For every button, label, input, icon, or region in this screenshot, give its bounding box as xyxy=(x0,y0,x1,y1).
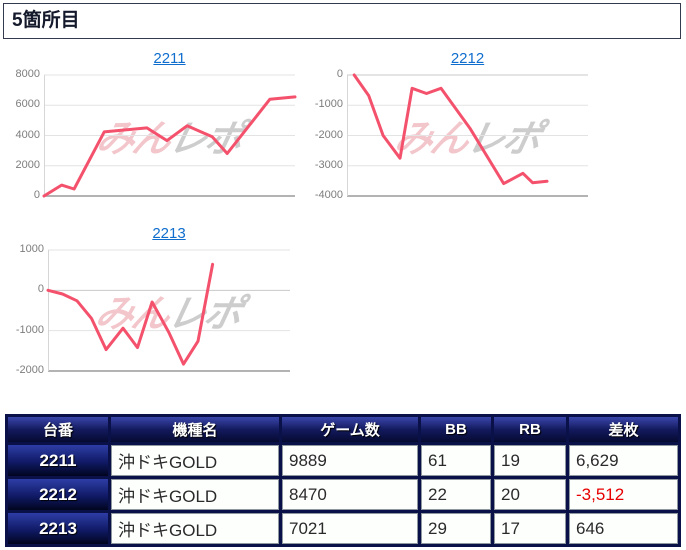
line-chart-2213: みんレポ 1000 0 -1000 -2000 xyxy=(16,243,290,376)
bb-cell: 29 xyxy=(421,513,491,544)
machine-link-2211[interactable]: 2211 xyxy=(153,50,186,67)
col-header-machine-name: 機種名 xyxy=(111,417,279,442)
game-count-cell: 7021 xyxy=(282,513,418,544)
diff-coins-cell: 6,629 xyxy=(569,445,678,476)
table-header-row: 台番 機種名 ゲーム数 BB RB 差枚 xyxy=(8,417,678,442)
chart-title-2213: 2213 xyxy=(48,225,290,245)
machine-link-2213[interactable]: 2213 xyxy=(152,225,186,242)
y-axis-tick-label: 0 xyxy=(336,68,343,80)
y-axis-tick-label: -4000 xyxy=(314,189,343,201)
machine-number-cell: 2213 xyxy=(8,513,108,544)
rb-cell: 20 xyxy=(494,479,566,510)
chart-block-2211: 2211 みんレポ 8000 6000 4000 2000 0 xyxy=(16,50,297,201)
y-axis-tick-label: -3000 xyxy=(314,158,343,171)
y-axis-tick-label: -2000 xyxy=(15,364,44,376)
table-row: 2212 沖ドキGOLD 8470 22 20 -3,512 xyxy=(8,479,678,510)
page-title: 5箇所目 xyxy=(3,3,681,39)
y-axis-tick-label: -2000 xyxy=(314,128,343,141)
game-count-cell: 8470 xyxy=(282,479,418,510)
results-table: 台番 機種名 ゲーム数 BB RB 差枚 2211 沖ドキGOLD 9889 6… xyxy=(5,414,681,547)
y-axis-tick-label: 6000 xyxy=(15,98,40,111)
col-header-machine-number: 台番 xyxy=(8,417,108,442)
table-row: 2213 沖ドキGOLD 7021 29 17 646 xyxy=(8,513,678,544)
y-axis-tick-label: 0 xyxy=(33,189,40,201)
machine-name-cell: 沖ドキGOLD xyxy=(111,445,279,476)
game-count-cell: 9889 xyxy=(282,445,418,476)
chart-block-2212: 2212 みんレポ 0 -1000 -2000 -3000 -4000 xyxy=(315,50,588,201)
col-header-rb: RB xyxy=(494,417,566,442)
line-chart-2212: みんレポ 0 -1000 -2000 -3000 -4000 xyxy=(315,68,588,201)
data-line xyxy=(46,262,215,366)
machine-number-cell: 2212 xyxy=(8,479,108,510)
col-header-bb: BB xyxy=(421,417,491,442)
chart-block-2213: 2213 みんレポ 1000 0 -1000 -2000 xyxy=(16,225,290,376)
y-axis-tick-label: 1000 xyxy=(19,243,44,255)
y-axis-tick-label: -1000 xyxy=(314,98,343,111)
y-axis-tick-label: 2000 xyxy=(15,158,40,171)
machine-name-cell: 沖ドキGOLD xyxy=(111,479,279,510)
col-header-diff-coins: 差枚 xyxy=(569,417,678,442)
col-header-game-count: ゲーム数 xyxy=(282,417,418,442)
machine-number-cell: 2211 xyxy=(8,445,108,476)
rb-cell: 17 xyxy=(494,513,566,544)
bb-cell: 22 xyxy=(421,479,491,510)
chart-canvas xyxy=(347,73,588,197)
chart-title-2212: 2212 xyxy=(347,50,588,70)
diff-coins-cell: -3,512 xyxy=(569,479,678,510)
chart-canvas xyxy=(46,249,290,372)
machine-name-cell: 沖ドキGOLD xyxy=(111,513,279,544)
y-axis-tick-label: 0 xyxy=(37,283,44,296)
chart-canvas xyxy=(42,74,297,198)
y-axis-tick-label: 4000 xyxy=(15,128,40,141)
bb-cell: 61 xyxy=(421,445,491,476)
machine-link-2212[interactable]: 2212 xyxy=(450,50,485,67)
diff-coins-cell: 646 xyxy=(569,513,678,544)
chart-title-2211: 2211 xyxy=(44,50,295,70)
rb-cell: 19 xyxy=(494,445,566,476)
data-line xyxy=(352,73,549,186)
y-axis-tick-label: -1000 xyxy=(15,323,44,336)
table-row: 2211 沖ドキGOLD 9889 61 19 6,629 xyxy=(8,445,678,476)
data-line xyxy=(42,95,297,198)
line-chart-2211: みんレポ 8000 6000 4000 2000 0 xyxy=(16,68,297,201)
y-axis-tick-label: 8000 xyxy=(15,68,40,80)
